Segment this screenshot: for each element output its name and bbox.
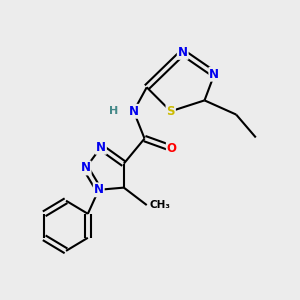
Text: S: S bbox=[167, 105, 175, 118]
Text: CH₃: CH₃ bbox=[150, 200, 171, 210]
Text: N: N bbox=[178, 46, 188, 59]
Text: H: H bbox=[110, 106, 118, 116]
Text: N: N bbox=[209, 68, 219, 81]
Text: N: N bbox=[96, 141, 106, 154]
Text: N: N bbox=[81, 161, 91, 175]
Text: N: N bbox=[94, 183, 104, 196]
Text: O: O bbox=[167, 142, 177, 155]
Text: N: N bbox=[129, 105, 139, 118]
